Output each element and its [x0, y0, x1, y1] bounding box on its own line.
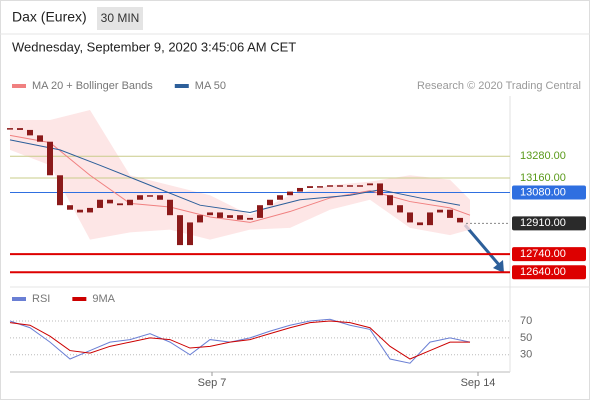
candle	[157, 195, 163, 200]
indicator-line	[9, 318, 471, 364]
candle	[17, 128, 23, 130]
legend-swatch	[12, 84, 26, 88]
level-label: 12910.00	[520, 217, 566, 229]
arrow-head	[493, 260, 504, 273]
level-label: 13080.00	[520, 186, 566, 198]
candle	[337, 185, 343, 187]
candle	[247, 217, 253, 220]
y-tick-label: 30	[520, 349, 532, 361]
legend-label: MA 50	[195, 80, 226, 92]
level-label: 13280.00	[520, 150, 566, 162]
candle	[297, 187, 303, 192]
candle	[207, 212, 213, 216]
candle	[167, 199, 173, 216]
candle	[97, 199, 103, 208]
candle	[107, 199, 113, 204]
candle	[357, 185, 363, 187]
legend-swatch	[72, 297, 87, 301]
legend-label: RSI	[32, 293, 50, 305]
level-label: 13160.00	[520, 172, 566, 184]
candle	[217, 212, 223, 218]
legend-label: 9MA	[92, 293, 115, 305]
candle	[397, 205, 403, 213]
level-box	[512, 216, 586, 231]
candle	[377, 183, 383, 196]
candle	[27, 129, 33, 136]
candle	[267, 199, 273, 206]
candle	[57, 175, 63, 206]
candle	[287, 191, 293, 196]
candle	[147, 195, 153, 197]
candle	[177, 215, 183, 246]
legend-swatch	[12, 297, 26, 301]
candle	[437, 209, 443, 213]
forecast-arrow	[463, 224, 502, 267]
bollinger-band	[10, 109, 470, 240]
candle	[77, 209, 83, 213]
x-tick-label: Sep 7	[198, 377, 227, 389]
candle	[417, 222, 423, 226]
indicator-line	[9, 320, 470, 360]
candle	[227, 215, 233, 218]
candle	[67, 205, 73, 210]
candle	[137, 195, 143, 200]
y-tick-label: 50	[520, 332, 532, 344]
candle	[407, 212, 413, 223]
candle	[7, 128, 13, 130]
level-box	[512, 265, 586, 280]
level-label: 12740.00	[520, 248, 566, 260]
candle	[117, 203, 123, 206]
candle	[347, 185, 353, 187]
title: Dax (Eurex)	[12, 9, 87, 25]
candle	[387, 195, 393, 206]
legend-label: MA 20 + Bollinger Bands	[32, 80, 153, 92]
candle	[307, 186, 313, 188]
level-box	[512, 185, 586, 200]
candle	[277, 195, 283, 200]
y-tick-label: 70	[520, 315, 532, 327]
date: Wednesday, September 9, 2020 3:45:06 AM …	[12, 39, 296, 54]
candle	[37, 135, 43, 142]
candle	[87, 207, 93, 213]
legend-swatch	[174, 84, 189, 88]
candle	[367, 183, 373, 186]
candle	[327, 185, 333, 187]
candle	[447, 209, 453, 218]
candle	[317, 186, 323, 188]
source: Research © 2020 Trading Central	[417, 80, 581, 92]
candle	[457, 217, 463, 223]
level-box	[512, 247, 586, 262]
moving-average	[9, 134, 471, 223]
level-label: 12640.00	[520, 266, 566, 278]
candle	[197, 215, 203, 223]
candle	[257, 205, 263, 218]
candle	[237, 215, 243, 220]
candle	[127, 199, 133, 206]
x-tick-label: Sep 14	[461, 377, 496, 389]
candle	[427, 212, 433, 226]
interval-badge	[97, 7, 143, 30]
interval: 30 MIN	[101, 11, 140, 25]
candle	[47, 141, 53, 176]
moving-average	[9, 139, 461, 213]
candle	[187, 222, 193, 246]
